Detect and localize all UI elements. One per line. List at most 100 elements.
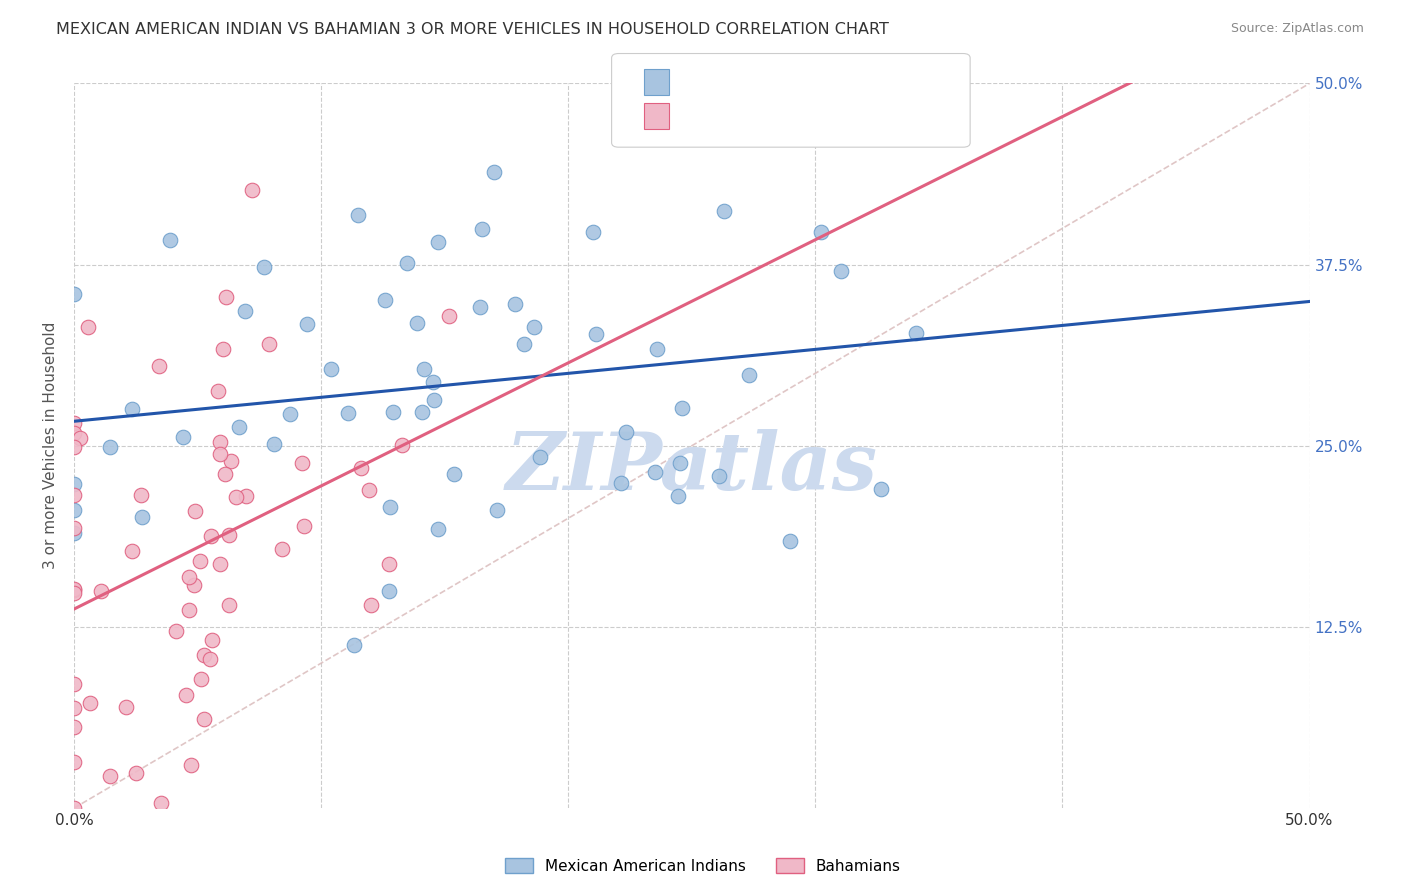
- Point: [350, 461, 373, 475]
- Point: [252, 260, 274, 274]
- Point: [193, 712, 215, 726]
- Point: [422, 375, 444, 389]
- Point: [63, 676, 86, 690]
- Point: [360, 598, 382, 612]
- Point: [411, 404, 433, 418]
- Point: [115, 699, 138, 714]
- Point: [63, 755, 86, 769]
- Point: [121, 401, 143, 416]
- Point: [228, 420, 250, 434]
- Text: N =: N =: [787, 76, 824, 91]
- Point: [644, 465, 666, 479]
- Point: [381, 405, 404, 419]
- Point: [259, 336, 281, 351]
- Point: [188, 554, 211, 568]
- Point: [737, 368, 759, 382]
- Point: [486, 503, 509, 517]
- Point: [218, 528, 240, 542]
- Point: [669, 457, 692, 471]
- Point: [378, 500, 401, 514]
- Point: [174, 689, 197, 703]
- Point: [90, 583, 112, 598]
- Point: [214, 467, 236, 482]
- Point: [177, 569, 200, 583]
- Point: [319, 362, 342, 376]
- Point: [209, 447, 232, 461]
- Point: [343, 638, 366, 652]
- Point: [63, 526, 86, 541]
- Point: [150, 796, 173, 810]
- Point: [357, 483, 380, 498]
- Point: [377, 584, 399, 599]
- Point: [198, 652, 221, 666]
- Point: [63, 476, 86, 491]
- Point: [427, 235, 450, 249]
- Text: R =: R =: [681, 76, 716, 91]
- Point: [503, 296, 526, 310]
- Point: [405, 317, 427, 331]
- Point: [779, 533, 801, 548]
- Point: [165, 624, 187, 638]
- Point: [63, 286, 86, 301]
- Point: [904, 326, 927, 340]
- Y-axis label: 3 or more Vehicles in Household: 3 or more Vehicles in Household: [44, 322, 58, 569]
- Point: [610, 476, 633, 491]
- Point: [200, 529, 222, 543]
- Point: [830, 263, 852, 277]
- Point: [291, 456, 314, 470]
- Point: [193, 648, 215, 663]
- Point: [177, 603, 200, 617]
- Point: [233, 303, 256, 318]
- Point: [337, 405, 360, 419]
- Point: [870, 482, 893, 496]
- Point: [713, 203, 735, 218]
- Point: [585, 327, 607, 342]
- Point: [184, 504, 207, 518]
- Text: MEXICAN AMERICAN INDIAN VS BAHAMIAN 3 OR MORE VEHICLES IN HOUSEHOLD CORRELATION : MEXICAN AMERICAN INDIAN VS BAHAMIAN 3 OR…: [56, 22, 889, 37]
- Text: Source: ZipAtlas.com: Source: ZipAtlas.com: [1230, 22, 1364, 36]
- Point: [69, 431, 91, 445]
- Point: [671, 401, 693, 416]
- Point: [219, 454, 242, 468]
- Point: [148, 359, 170, 374]
- Point: [666, 489, 689, 503]
- Point: [98, 441, 121, 455]
- Point: [98, 769, 121, 783]
- Point: [63, 417, 86, 431]
- Text: R =: R =: [681, 110, 716, 125]
- Point: [471, 222, 494, 236]
- Point: [377, 557, 399, 571]
- Point: [426, 522, 449, 536]
- Point: [131, 510, 153, 524]
- Point: [63, 701, 86, 715]
- Point: [484, 165, 506, 179]
- Point: [582, 225, 605, 239]
- Point: [200, 633, 222, 648]
- Point: [159, 233, 181, 247]
- Point: [374, 293, 396, 307]
- Point: [63, 488, 86, 502]
- Legend: Mexican American Indians, Bahamians: Mexican American Indians, Bahamians: [499, 852, 907, 880]
- Point: [215, 290, 238, 304]
- Point: [292, 519, 315, 533]
- Point: [129, 488, 152, 502]
- Point: [63, 502, 86, 516]
- Point: [513, 336, 536, 351]
- Point: [614, 425, 637, 440]
- Point: [79, 696, 101, 710]
- Point: [63, 440, 86, 454]
- Point: [183, 578, 205, 592]
- Point: [63, 586, 86, 600]
- Point: [346, 209, 368, 223]
- Point: [77, 319, 100, 334]
- Point: [63, 583, 86, 598]
- Point: [529, 450, 551, 464]
- Point: [63, 520, 86, 534]
- Point: [396, 256, 419, 270]
- Point: [810, 225, 832, 239]
- Point: [121, 544, 143, 558]
- Point: [423, 393, 446, 408]
- Point: [125, 766, 148, 780]
- Point: [180, 758, 202, 772]
- Point: [63, 720, 86, 734]
